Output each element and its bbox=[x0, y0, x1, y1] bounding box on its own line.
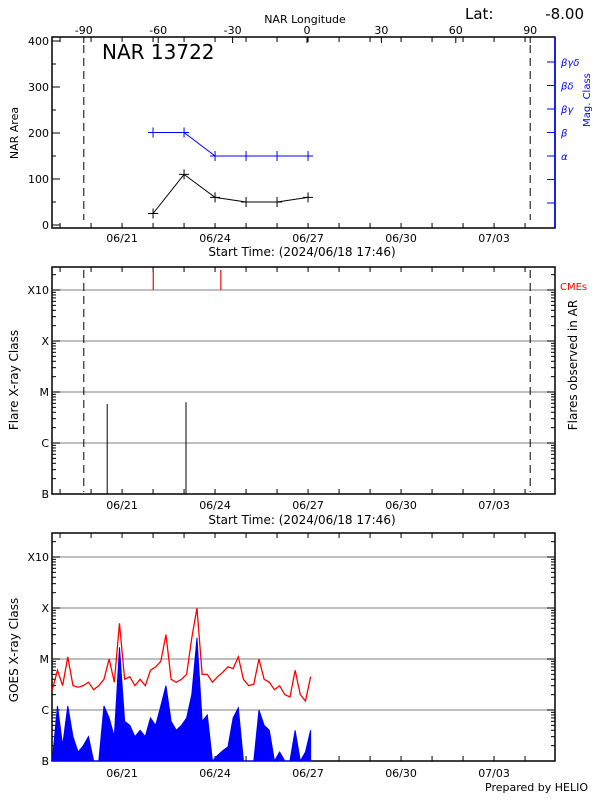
mag-class-point bbox=[179, 127, 190, 138]
cme-label: CMEs bbox=[560, 282, 587, 293]
goes-long-series bbox=[51, 607, 312, 703]
mag-tick-label: α bbox=[561, 152, 568, 163]
y-tick-label: B bbox=[41, 488, 49, 501]
longitude-tick-label: 60 bbox=[449, 24, 463, 37]
x-tick-label: 07/03 bbox=[478, 232, 510, 245]
lat-label: Lat: bbox=[465, 5, 493, 23]
x-tick-label: 06/21 bbox=[106, 767, 138, 780]
x-axis-label-2: Start Time: (2024/06/18 17:46) bbox=[208, 513, 395, 527]
footer-credit: Prepared by HELIO bbox=[485, 781, 588, 794]
y2-axis-label-mag: Mag. Class bbox=[582, 73, 593, 127]
y-tick-label: X10 bbox=[27, 551, 49, 564]
y-tick-label: M bbox=[40, 386, 50, 399]
panel-title: NAR 13722 bbox=[102, 40, 215, 64]
mag-class-point bbox=[241, 151, 252, 161]
y-axis-label-goes: GOES X-ray Class bbox=[7, 598, 21, 702]
mag-class-point bbox=[210, 151, 221, 161]
area-point bbox=[272, 197, 283, 207]
area-point bbox=[179, 169, 190, 180]
area-point bbox=[241, 197, 252, 207]
x-tick-label: 06/27 bbox=[292, 767, 324, 780]
longitude-tick-label: 90 bbox=[523, 24, 537, 37]
area-point bbox=[303, 192, 314, 203]
area-line bbox=[152, 173, 309, 214]
y-tick-label: C bbox=[41, 437, 49, 450]
y-tick-label: X bbox=[41, 602, 49, 615]
lat-value: -8.00 bbox=[545, 5, 584, 23]
x-tick-label: 06/30 bbox=[385, 232, 417, 245]
area-point bbox=[148, 208, 159, 219]
y2-axis-label-flares: Flares observed in AR bbox=[566, 300, 580, 430]
y-tick-label: 200 bbox=[28, 127, 49, 140]
longitude-tick-label: 0 bbox=[304, 24, 311, 37]
top-axis-label: NAR Longitude bbox=[264, 13, 346, 26]
x-tick-label: 06/24 bbox=[199, 232, 231, 245]
mag-class-line bbox=[153, 132, 309, 157]
x-tick-label: 06/21 bbox=[106, 232, 138, 245]
y-tick-label: 400 bbox=[28, 35, 49, 48]
longitude-tick-label: -30 bbox=[224, 24, 242, 37]
y-tick-label: X bbox=[41, 335, 49, 348]
y-tick-label: B bbox=[41, 755, 49, 768]
x-tick-label: 06/30 bbox=[385, 499, 417, 512]
y-tick-label: M bbox=[40, 653, 50, 666]
mag-class-point bbox=[303, 151, 314, 161]
y-axis-label-flare: Flare X-ray Class bbox=[7, 330, 21, 430]
x-tick-label: 06/30 bbox=[385, 767, 417, 780]
mag-tick-label: βγδ bbox=[560, 58, 579, 69]
y-tick-label: C bbox=[41, 704, 49, 717]
longitude-tick-label: -60 bbox=[149, 24, 167, 37]
x-axis-label-1: Start Time: (2024/06/18 17:46) bbox=[208, 245, 395, 259]
x-tick-label: 06/24 bbox=[199, 767, 231, 780]
x-tick-label: 06/27 bbox=[292, 232, 324, 245]
y-tick-label: 300 bbox=[28, 81, 49, 94]
area-point bbox=[210, 192, 221, 203]
y-tick-label: X10 bbox=[27, 284, 49, 297]
y-axis-label-area: NAR Area bbox=[8, 107, 21, 159]
x-tick-label: 06/24 bbox=[199, 499, 231, 512]
mag-tick-label: βγ bbox=[560, 105, 574, 116]
mag-tick-label: βδ bbox=[560, 82, 574, 93]
y-tick-label: 100 bbox=[28, 173, 49, 186]
mag-tick-label: β bbox=[560, 129, 568, 140]
longitude-tick-label: 30 bbox=[374, 24, 388, 37]
y-tick-label: 0 bbox=[42, 219, 49, 232]
longitude-tick-label: -90 bbox=[75, 24, 93, 37]
mag-class-point bbox=[272, 151, 283, 161]
plot-frame bbox=[51, 36, 556, 229]
chart-marks: 0 100 200 300 400 -90 -60 -30 0 30 60 90 α β βγ βδ βγδ 06… bbox=[27, 24, 579, 780]
plot-frame bbox=[51, 266, 556, 495]
x-tick-label: 06/21 bbox=[106, 499, 138, 512]
x-tick-label: 06/27 bbox=[292, 499, 324, 512]
mag-class-point bbox=[148, 127, 159, 138]
x-tick-label: 07/03 bbox=[478, 767, 510, 780]
x-tick-label: 07/03 bbox=[478, 499, 510, 512]
goes-short-series bbox=[51, 637, 312, 763]
